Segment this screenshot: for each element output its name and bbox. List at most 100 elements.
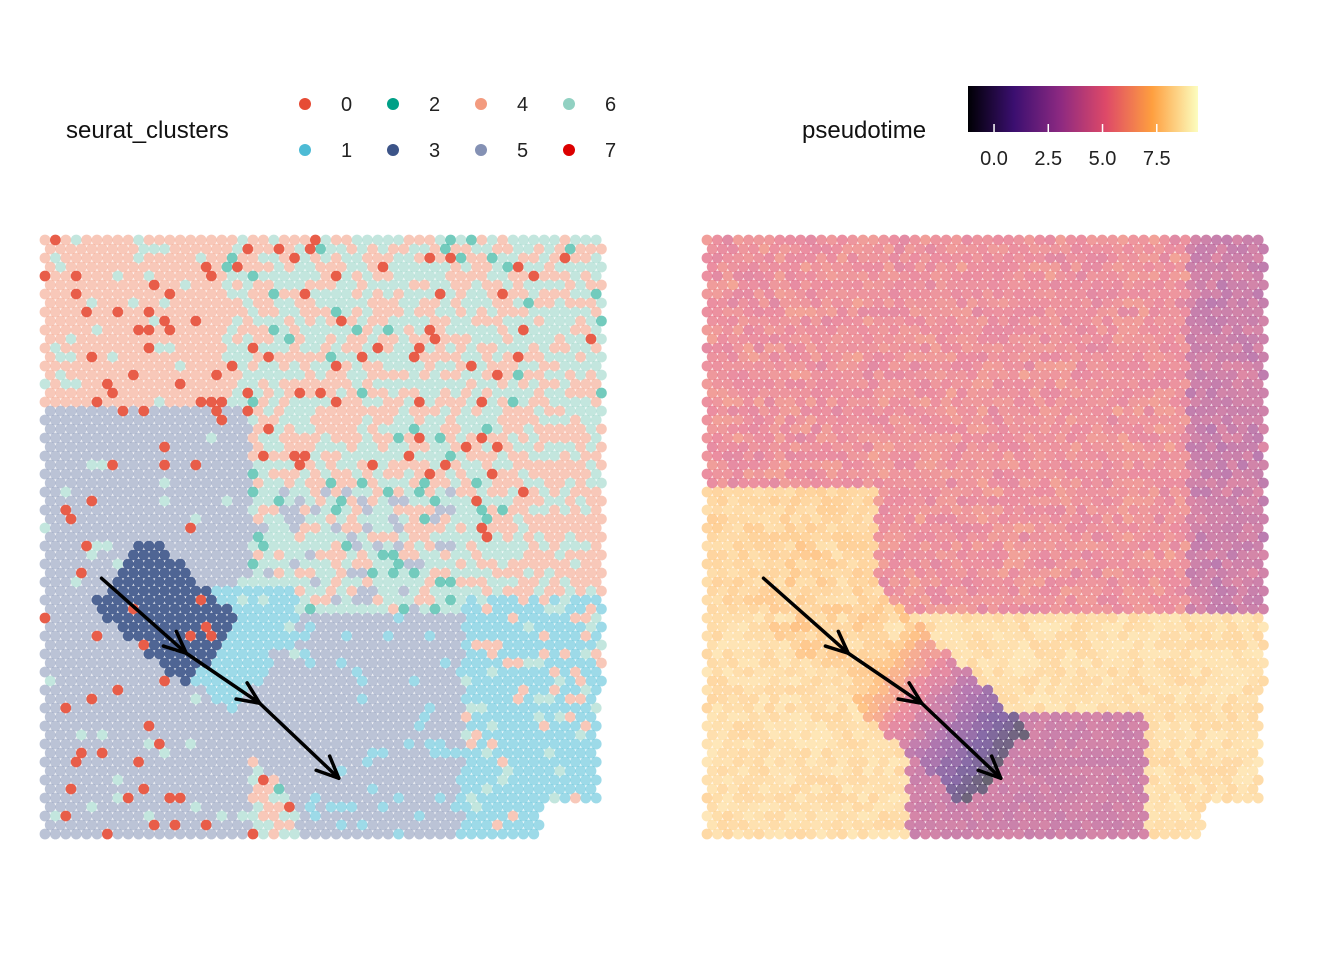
spot-cluster-1 (528, 630, 540, 642)
spot-pseudotime (987, 423, 999, 435)
spot-cluster-5 (221, 459, 233, 471)
spot-pseudotime (1190, 450, 1202, 462)
spot-cluster-4 (486, 288, 498, 300)
spot-pseudotime (743, 324, 754, 336)
spot-cluster-0 (138, 783, 150, 795)
spot-cluster-4 (76, 297, 87, 309)
spot-cluster-4 (81, 288, 92, 300)
spot-pseudotime (862, 351, 874, 363)
spot-cluster-3 (164, 666, 176, 678)
spot-cluster-6 (304, 585, 316, 597)
spot-cluster-4 (258, 378, 269, 390)
spot-cluster-4 (549, 540, 560, 552)
spot-pseudotime (738, 279, 749, 291)
spot-cluster-5 (278, 648, 290, 660)
spot-cluster-5 (304, 783, 316, 795)
spot-cluster-4 (55, 243, 66, 255)
spot-cluster-6 (559, 486, 571, 498)
spot-pseudotime (1102, 369, 1113, 381)
spot-cluster-0 (159, 675, 171, 687)
spot-cluster-5 (60, 828, 72, 840)
spot-pseudotime (1034, 414, 1046, 426)
spot-cluster-5 (133, 648, 145, 660)
spot-cluster-6 (398, 441, 410, 453)
spot-cluster-4 (533, 513, 545, 525)
spot-cluster-5 (86, 405, 98, 417)
spot-cluster-4 (60, 342, 72, 354)
spot-cluster-4 (492, 513, 503, 525)
spot-cluster-4 (419, 405, 430, 417)
spot-pseudotime (1065, 432, 1077, 444)
spot-cluster-5 (55, 531, 66, 543)
spot-cluster-4 (263, 243, 274, 255)
spot-cluster-5 (91, 756, 103, 768)
spot-pseudotime (951, 450, 962, 462)
spot-cluster-6 (440, 297, 451, 309)
spot-pseudotime (717, 315, 728, 327)
spot-cluster-4 (440, 387, 451, 399)
spot-pseudotime (748, 387, 760, 399)
spot-cluster-2 (304, 603, 316, 615)
spot-cluster-6 (512, 441, 524, 453)
spot-cluster-1 (528, 792, 540, 804)
spot-cluster-6 (570, 360, 581, 372)
spot-cluster-5 (55, 693, 66, 705)
spot-cluster-4 (320, 414, 332, 426)
spot-cluster-5 (44, 567, 56, 579)
spot-cluster-4 (320, 270, 332, 282)
spot-cluster-4 (533, 423, 545, 435)
spot-pseudotime (888, 396, 900, 408)
spot-cluster-4 (580, 324, 592, 336)
spot-cluster-5 (351, 648, 363, 660)
spot-pseudotime (826, 324, 838, 336)
spot-pseudotime (883, 243, 895, 255)
spot-cluster-6 (575, 333, 586, 345)
spot-pseudotime (1252, 342, 1264, 354)
spot-cluster-5 (356, 801, 368, 813)
spot-pseudotime (868, 288, 879, 300)
spot-cluster-5 (133, 450, 145, 462)
spot-cluster-0 (96, 747, 108, 759)
spot-cluster-4 (315, 351, 326, 363)
spot-cluster-5 (70, 648, 82, 660)
spot-pseudotime (1221, 324, 1233, 336)
spot-cluster-6 (528, 504, 540, 516)
spot-cluster-6 (398, 477, 410, 489)
spot-pseudotime (1122, 243, 1134, 255)
spot-pseudotime (1164, 315, 1176, 327)
spot-cluster-5 (232, 549, 243, 561)
spot-cluster-4 (481, 585, 493, 597)
spot-cluster-6 (585, 423, 597, 435)
spot-cluster-5 (190, 495, 202, 507)
spot-pseudotime (805, 342, 817, 354)
spot-cluster-1 (466, 828, 477, 840)
spot-cluster-6 (362, 342, 373, 354)
spot-cluster-6 (533, 261, 545, 273)
spot-pseudotime (1034, 288, 1046, 300)
spot-pseudotime (1122, 279, 1134, 291)
spot-cluster-6 (502, 549, 514, 561)
spot-cluster-0 (216, 414, 228, 426)
spot-cluster-4 (351, 342, 363, 354)
spot-pseudotime (795, 450, 806, 462)
spot-cluster-6 (466, 306, 477, 318)
spot-cluster-5 (133, 810, 145, 822)
spot-cluster-4 (211, 297, 223, 309)
spot-cluster-5 (226, 414, 238, 426)
spot-cluster-4 (481, 459, 493, 471)
spot-cluster-4 (434, 468, 446, 480)
spot-pseudotime (758, 459, 770, 471)
spot-cluster-5 (138, 765, 150, 777)
spot-pseudotime (992, 450, 1004, 462)
spot-cluster-6 (273, 387, 285, 399)
spot-cluster-2 (486, 252, 498, 264)
spot-cluster-6 (466, 414, 477, 426)
spot-cluster-4 (310, 468, 321, 480)
spot-pseudotime (857, 324, 869, 336)
spot-pseudotime (1169, 342, 1181, 354)
spot-cluster-4 (549, 522, 560, 534)
spot-cluster-5 (127, 639, 139, 651)
spot-cluster-6 (403, 594, 415, 606)
spot-pseudotime (779, 423, 791, 435)
spot-cluster-4 (44, 351, 56, 363)
